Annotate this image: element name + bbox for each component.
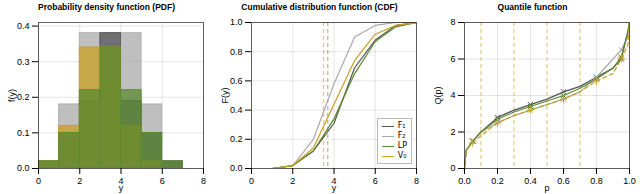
svg-text:4: 4: [450, 90, 455, 100]
html-text:Probability density function (: Probability density function (PDF): [38, 2, 175, 12]
svg-text:4: 4: [118, 175, 124, 186]
svg-text:8: 8: [450, 17, 455, 27]
html-text:LP: LP: [397, 141, 407, 150]
svg-text:0: 0: [249, 176, 254, 186]
svg-text:0.8: 0.8: [590, 176, 603, 186]
svg-text:0.2: 0.2: [491, 176, 504, 186]
svg-text:6: 6: [160, 176, 165, 186]
svg-text:0.4: 0.4: [524, 176, 537, 186]
html-text:Cumulative distribution functi: Cumulative distribution function (CDF): [241, 2, 398, 12]
svg-text:0.0: 0.0: [230, 163, 243, 173]
svg-text:1.0: 1.0: [230, 17, 243, 27]
svg-text:2: 2: [290, 176, 295, 186]
svg-text:Q(p): Q(p): [433, 86, 443, 104]
svg-text:0.0: 0.0: [458, 176, 471, 186]
svg-text:0.6: 0.6: [230, 76, 243, 86]
svg-text:F(y): F(y): [220, 88, 230, 104]
html-text:Quantile function: Quantile function: [497, 2, 568, 12]
svg-text:2: 2: [450, 127, 455, 137]
svg-text:8: 8: [201, 176, 206, 186]
html-text:F₁: F₁: [397, 121, 406, 130]
svg-text:y: y: [119, 183, 124, 193]
svg-text:6: 6: [450, 54, 455, 64]
svg-text:0: 0: [450, 163, 455, 173]
svg-text:1.0: 1.0: [623, 176, 636, 186]
svg-text:0.0: 0.0: [17, 163, 30, 173]
svg-text:0.3: 0.3: [17, 57, 30, 67]
svg-text:0.2: 0.2: [230, 134, 243, 144]
svg-text:p: p: [544, 183, 549, 193]
html-text:V₀: V₀: [397, 151, 407, 160]
svg-text:0.1: 0.1: [17, 128, 30, 138]
svg-text:y: y: [332, 183, 337, 193]
svg-text:4: 4: [331, 175, 337, 186]
svg-text:f(y): f(y): [7, 89, 17, 102]
svg-text:2: 2: [77, 176, 82, 186]
svg-text:0.4: 0.4: [230, 105, 243, 115]
svg-text:6: 6: [373, 176, 378, 186]
svg-text:0.6: 0.6: [557, 176, 570, 186]
html-text:F₂: F₂: [397, 131, 406, 140]
svg-text:0.4: 0.4: [17, 21, 30, 31]
svg-text:0.2: 0.2: [17, 92, 30, 102]
svg-text:0: 0: [36, 176, 41, 186]
svg-text:0.8: 0.8: [230, 47, 243, 57]
svg-text:8: 8: [414, 176, 419, 186]
